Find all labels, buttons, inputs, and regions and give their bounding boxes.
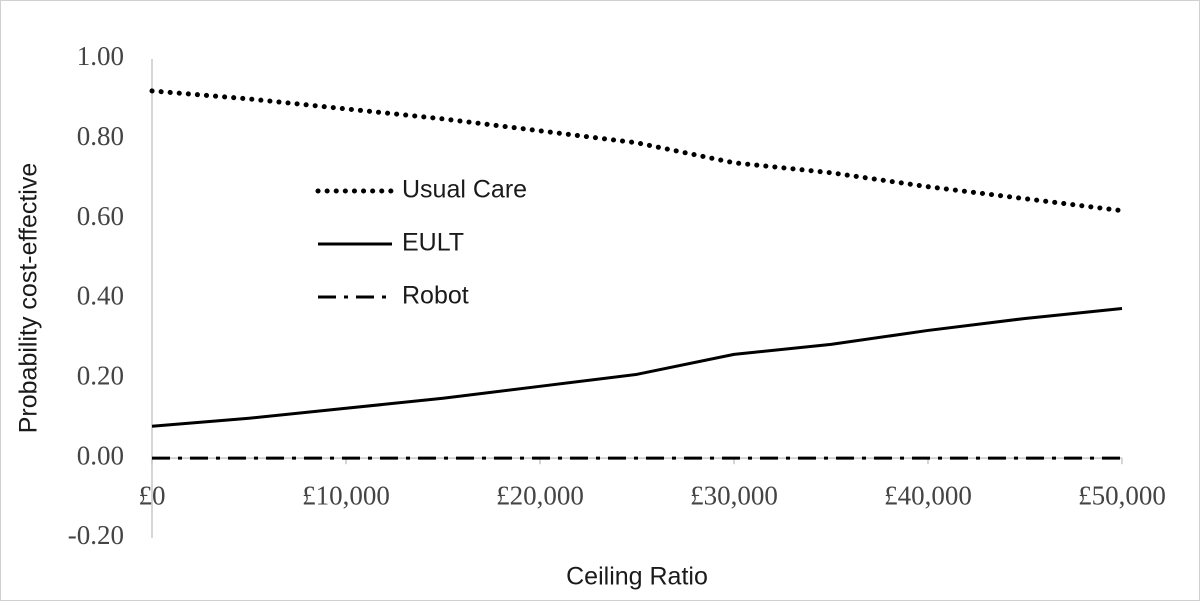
y-tick-label: -0.20 [68, 520, 124, 550]
y-tick-label: 0.20 [77, 361, 124, 391]
y-tick-label: 0.80 [77, 121, 124, 151]
x-tick-label: £20,000 [496, 480, 584, 510]
x-tick-label: £30,000 [690, 480, 778, 510]
y-tick-label: 1.00 [77, 41, 124, 71]
x-tick-label: £50,000 [1078, 480, 1166, 510]
x-tick-label: £0 [139, 480, 166, 510]
y-tick-label: 0.60 [77, 201, 124, 231]
y-tick-label: 0.00 [77, 440, 124, 470]
y-axis-title: Probability cost-effective [15, 163, 43, 434]
legend-label: Usual Care [402, 176, 527, 204]
legend-label: Robot [402, 282, 469, 310]
x-tick-label: £10,000 [302, 480, 390, 510]
x-axis-title: Ceiling Ratio [566, 563, 708, 591]
series-line [149, 88, 1125, 214]
series-line [151, 306, 1123, 428]
legend-label: EULT [402, 229, 464, 257]
y-tick-label: 0.40 [77, 281, 124, 311]
x-tick-label: £40,000 [884, 480, 972, 510]
